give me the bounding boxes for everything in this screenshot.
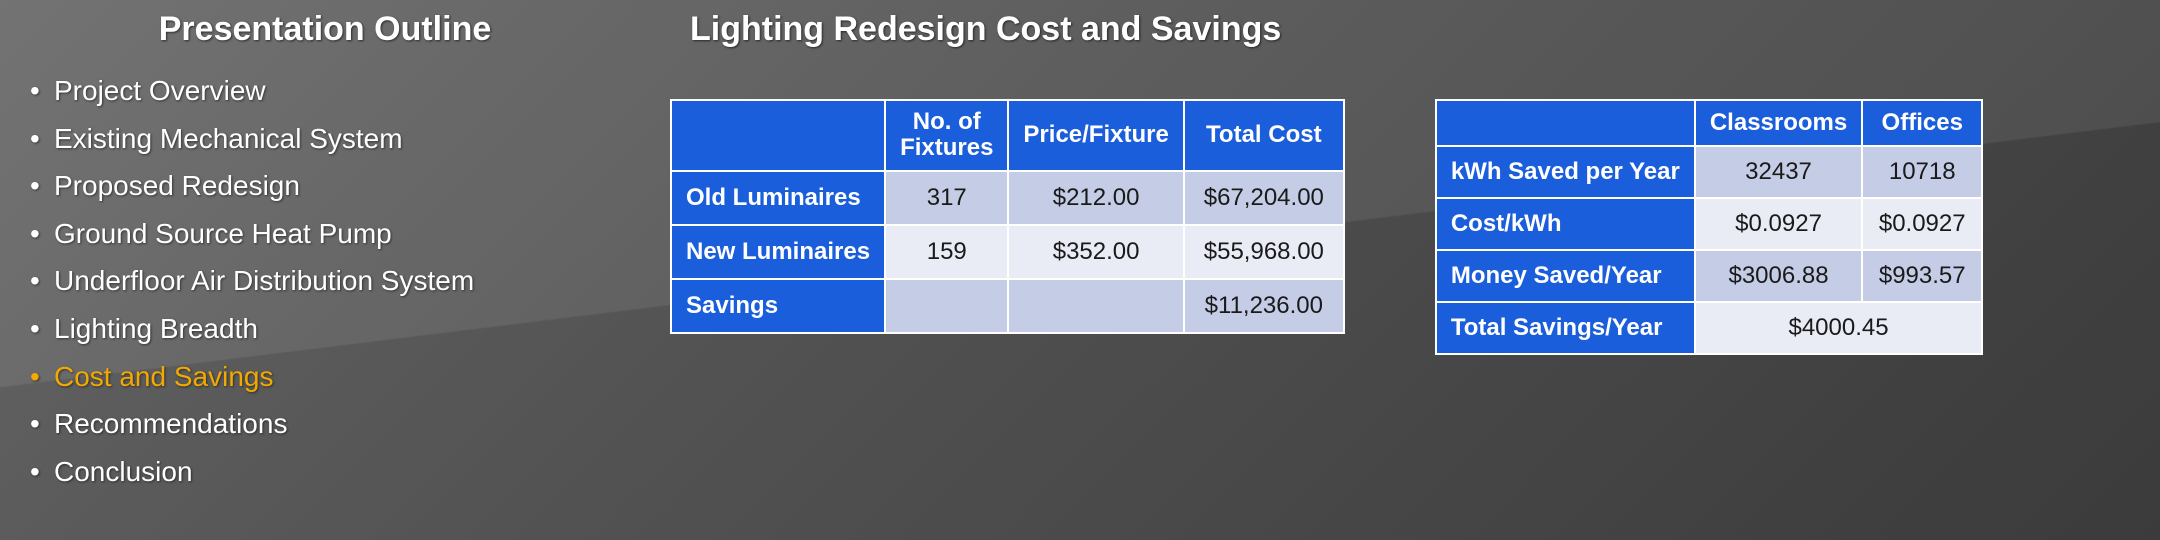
row-label-cost-kwh: Cost/kWh bbox=[1436, 198, 1695, 250]
outline-title: Presentation Outline bbox=[20, 10, 630, 49]
row-label-kwh-saved: kWh Saved per Year bbox=[1436, 146, 1695, 198]
outline-list: Project Overview Existing Mechanical Sys… bbox=[20, 67, 630, 495]
cell-value bbox=[885, 279, 1008, 333]
table-row: Savings $11,236.00 bbox=[671, 279, 1344, 333]
outline-item-project-overview[interactable]: Project Overview bbox=[26, 67, 630, 115]
cell-value bbox=[1008, 279, 1183, 333]
table-row: Classrooms Offices bbox=[1436, 100, 1982, 146]
row-label-new-luminaires: New Luminaires bbox=[671, 225, 885, 279]
tables-container: No. of Fixtures Price/Fixture Total Cost… bbox=[650, 99, 2130, 355]
outline-column: Presentation Outline Project Overview Ex… bbox=[0, 0, 640, 540]
table-row: kWh Saved per Year 32437 10718 bbox=[1436, 146, 1982, 198]
column-header-no-fixtures: No. of Fixtures bbox=[885, 100, 1008, 171]
outline-item-conclusion[interactable]: Conclusion bbox=[26, 448, 630, 496]
column-header-offices: Offices bbox=[1862, 100, 1982, 146]
cell-value: $0.0927 bbox=[1695, 198, 1862, 250]
column-header-classrooms: Classrooms bbox=[1695, 100, 1862, 146]
main-column: Lighting Redesign Cost and Savings No. o… bbox=[640, 0, 2160, 540]
savings-summary-table: Classrooms Offices kWh Saved per Year 32… bbox=[1435, 99, 1983, 355]
outline-item-proposed-redesign[interactable]: Proposed Redesign bbox=[26, 162, 630, 210]
page-title: Lighting Redesign Cost and Savings bbox=[690, 10, 2130, 49]
table-row: Total Savings/Year $4000.45 bbox=[1436, 302, 1982, 354]
cell-value: $993.57 bbox=[1862, 250, 1982, 302]
outline-item-underfloor-air-distribution[interactable]: Underfloor Air Distribution System bbox=[26, 257, 630, 305]
column-header-price-fixture: Price/Fixture bbox=[1008, 100, 1183, 171]
row-label-old-luminaires: Old Luminaires bbox=[671, 171, 885, 225]
column-header-blank bbox=[671, 100, 885, 171]
cell-value: $67,204.00 bbox=[1184, 171, 1344, 225]
table-row: New Luminaires 159 $352.00 $55,968.00 bbox=[671, 225, 1344, 279]
cell-value: $0.0927 bbox=[1862, 198, 1982, 250]
cell-value: 10718 bbox=[1862, 146, 1982, 198]
outline-item-recommendations[interactable]: Recommendations bbox=[26, 400, 630, 448]
cell-value: $212.00 bbox=[1008, 171, 1183, 225]
outline-item-ground-source-heat-pump[interactable]: Ground Source Heat Pump bbox=[26, 210, 630, 258]
table-row: Cost/kWh $0.0927 $0.0927 bbox=[1436, 198, 1982, 250]
cell-value: 317 bbox=[885, 171, 1008, 225]
row-label-money-saved: Money Saved/Year bbox=[1436, 250, 1695, 302]
cell-value: $352.00 bbox=[1008, 225, 1183, 279]
column-header-blank bbox=[1436, 100, 1695, 146]
row-label-total-savings: Total Savings/Year bbox=[1436, 302, 1695, 354]
cell-value: 159 bbox=[885, 225, 1008, 279]
slide: Presentation Outline Project Overview Ex… bbox=[0, 0, 2160, 540]
table-row: Old Luminaires 317 $212.00 $67,204.00 bbox=[671, 171, 1344, 225]
cell-value: $55,968.00 bbox=[1184, 225, 1344, 279]
cell-value: $11,236.00 bbox=[1184, 279, 1344, 333]
row-label-savings: Savings bbox=[671, 279, 885, 333]
outline-item-existing-mechanical-system[interactable]: Existing Mechanical System bbox=[26, 115, 630, 163]
cell-value-total: $4000.45 bbox=[1695, 302, 1982, 354]
cell-value: $3006.88 bbox=[1695, 250, 1862, 302]
outline-item-lighting-breadth[interactable]: Lighting Breadth bbox=[26, 305, 630, 353]
table-row: Money Saved/Year $3006.88 $993.57 bbox=[1436, 250, 1982, 302]
cell-value: 32437 bbox=[1695, 146, 1862, 198]
outline-item-cost-and-savings[interactable]: Cost and Savings bbox=[26, 353, 630, 401]
luminaire-cost-table: No. of Fixtures Price/Fixture Total Cost… bbox=[670, 99, 1345, 334]
column-header-total-cost: Total Cost bbox=[1184, 100, 1344, 171]
table-row: No. of Fixtures Price/Fixture Total Cost bbox=[671, 100, 1344, 171]
